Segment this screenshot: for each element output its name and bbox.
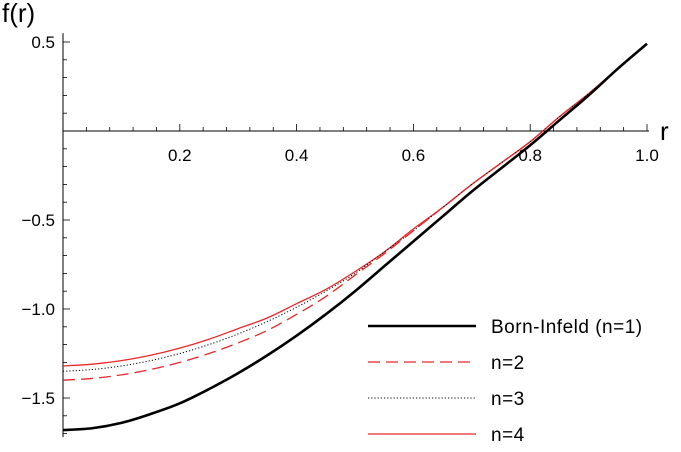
y-tick-label: −1.5: [21, 389, 55, 408]
series-line-1: [62, 42, 648, 432]
x-ticks: 0.2 0.4 0.6 0.8 1.0: [85, 124, 659, 165]
legend-label-4: n=4: [491, 425, 525, 446]
series-line-2: [62, 43, 648, 381]
x-tick-label: 0.4: [285, 146, 309, 165]
y-ticks: 0.5 −0.5 −1.0 −1.5: [21, 33, 70, 435]
series-group: [62, 42, 648, 432]
x-tick-label: 1.0: [635, 146, 659, 165]
legend-label-1: Born-Infeld (n=1): [491, 317, 643, 338]
y-axis-title: f(r): [2, 0, 35, 28]
series-line-3: [62, 43, 648, 372]
y-tick-label: 0.5: [31, 33, 55, 52]
y-tick-label: −0.5: [21, 211, 55, 230]
legend-label-3: n=3: [491, 389, 525, 410]
y-tick-label: −1.0: [21, 300, 55, 319]
x-axis-title: r: [660, 116, 669, 146]
legend-label-2: n=2: [491, 353, 525, 374]
x-tick-label: 0.2: [168, 146, 192, 165]
axes: 0.2 0.4 0.6 0.8 1.0 0.5 −0.5 −1.0 −1.5 r f(r): [2, 0, 669, 438]
legend: Born-Infeld (n=1) n=2 n=3 n=4: [368, 317, 643, 446]
x-tick-label: 0.8: [518, 146, 542, 165]
x-tick-label: 0.6: [402, 146, 426, 165]
